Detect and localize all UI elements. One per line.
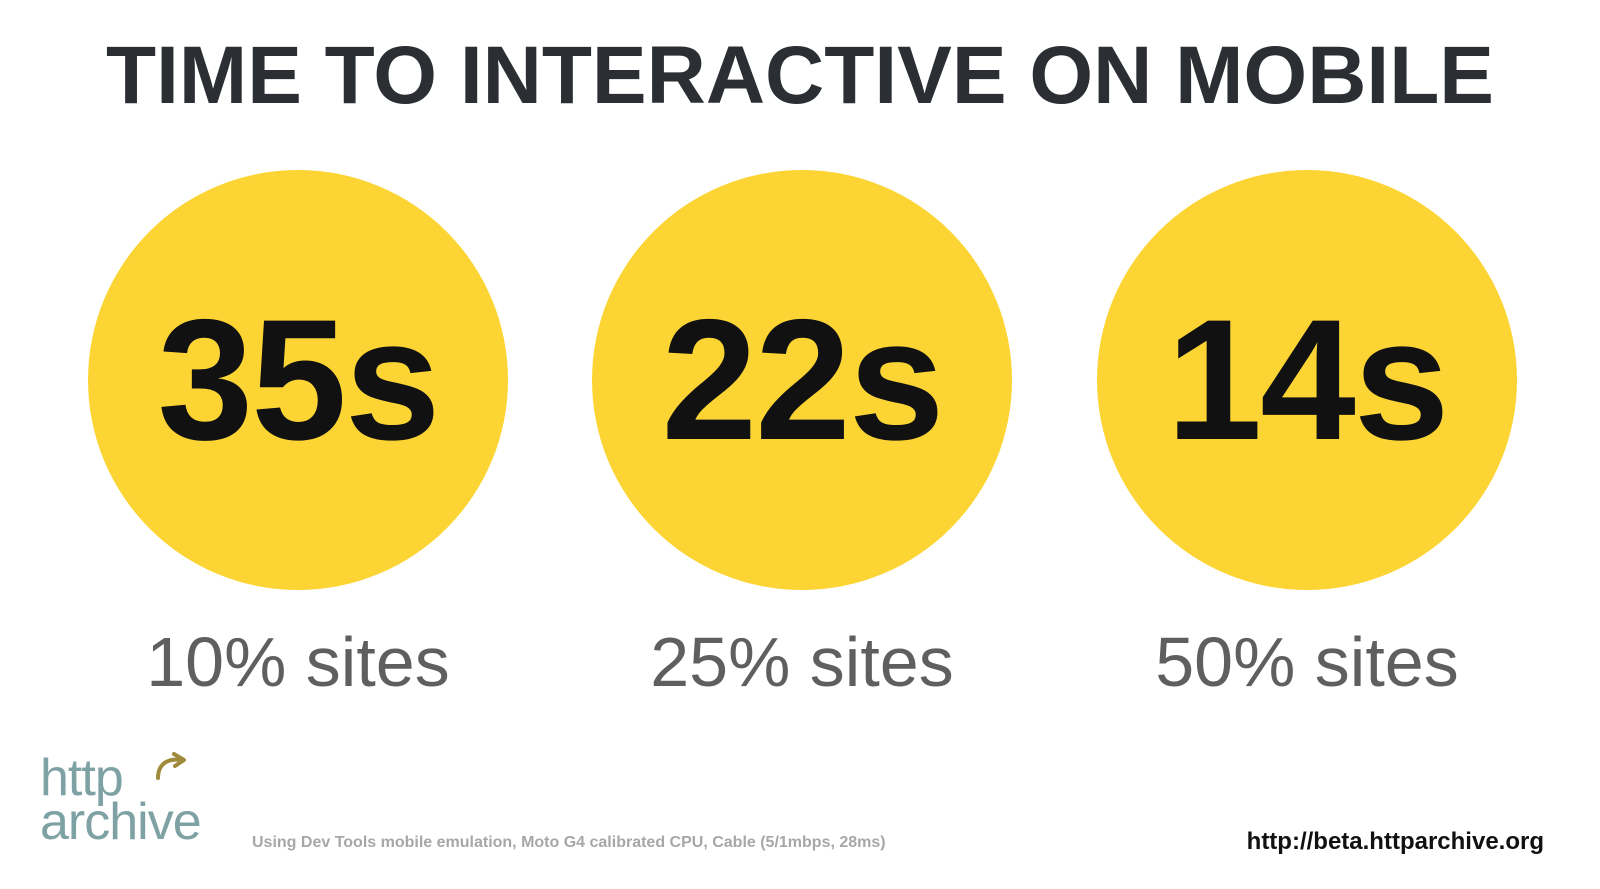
- curved-arrow-icon: [156, 752, 186, 780]
- stat-circle: 14s: [1097, 170, 1517, 590]
- stat-circle: 35s: [88, 170, 508, 590]
- logo-text-archive: archive: [40, 793, 202, 851]
- stat-card: 14s 50% sites: [1097, 170, 1517, 702]
- stat-caption: 50% sites: [1155, 623, 1459, 701]
- httparchive-logo: http archive: [40, 752, 230, 852]
- stat-card: 22s 25% sites: [592, 170, 1012, 702]
- stat-caption: 25% sites: [650, 623, 954, 701]
- slide-title: TIME TO INTERACTIVE ON MOBILE: [106, 30, 1494, 121]
- stat-value: 14s: [1166, 284, 1450, 476]
- methodology-footnote: Using Dev Tools mobile emulation, Moto G…: [252, 834, 886, 851]
- stat-value: 22s: [661, 284, 945, 476]
- source-url[interactable]: http://beta.httparchive.org: [1246, 828, 1544, 855]
- stat-circle: 22s: [592, 170, 1012, 590]
- stat-caption: 10% sites: [146, 623, 450, 701]
- stat-card: 35s 10% sites: [88, 170, 508, 702]
- logo-text-http: http: [40, 749, 124, 807]
- stat-value: 35s: [157, 284, 441, 476]
